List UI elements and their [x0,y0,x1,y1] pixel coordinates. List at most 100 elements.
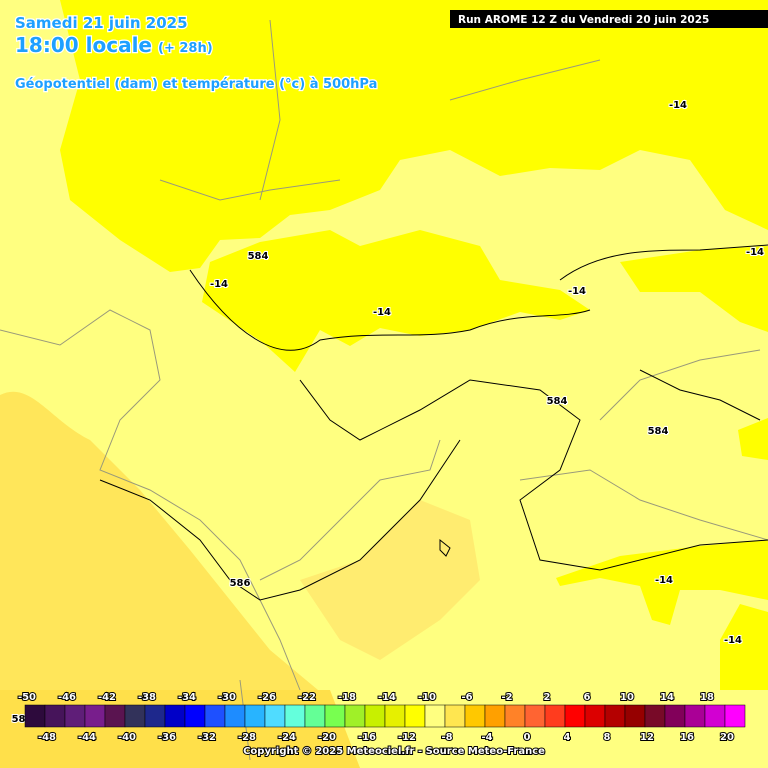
color-swatch [724,704,746,728]
legend-label: -36 [158,732,176,743]
legend-label: 14 [660,692,674,703]
contour-label: -14 [568,286,586,297]
color-swatch [644,704,666,728]
date: Samedi 21 juin 2025 [15,14,188,32]
color-swatch [44,704,66,728]
contour-label: -14 [655,575,673,586]
color-swatch [424,704,446,728]
color-swatch [204,704,226,728]
color-swatch [264,704,286,728]
color-swatch [564,704,586,728]
legend-label: -46 [58,692,76,703]
color-swatch [664,704,686,728]
legend-label: -4 [481,732,492,743]
legend-label: -20 [318,732,336,743]
contour-label: -14 [373,307,391,318]
legend-label: 10 [620,692,634,703]
legend-label: -50 [18,692,36,703]
legend-label: -14 [378,692,396,703]
color-swatch [624,704,646,728]
contour-label: 586 [230,578,251,589]
color-swatch [304,704,326,728]
legend-label: -48 [38,732,56,743]
color-swatch [444,704,466,728]
legend-label: -42 [98,692,116,703]
contour-label: 584 [648,426,669,437]
legend-label: -30 [218,692,236,703]
color-swatch [324,704,346,728]
color-swatch [464,704,486,728]
parameter: Géopotentiel (dam) et température (°c) à… [15,77,377,92]
legend-label: -34 [178,692,196,703]
legend-label: 12 [640,732,654,743]
contour-label: -14 [724,635,742,646]
cold-area [202,230,590,372]
legend-label: -12 [398,732,416,743]
cold-area [738,418,768,460]
legend-label: 6 [584,692,591,703]
legend-label: 0 [524,732,531,743]
color-swatch [544,704,566,728]
color-swatch [164,704,186,728]
color-swatch [344,704,366,728]
legend-label: -2 [501,692,512,703]
color-swatch [184,704,206,728]
legend-label: -40 [118,732,136,743]
color-swatch [524,704,546,728]
border [0,19,768,761]
color-swatch [364,704,386,728]
contour-line [99,244,768,601]
warm-area [0,391,360,768]
legend-label: -16 [358,732,376,743]
legend-label: -38 [138,692,156,703]
contour-label: -14 [210,279,228,290]
color-swatch [384,704,406,728]
contour-label: -14 [746,247,764,258]
color-swatch [104,704,126,728]
legend-label: -10 [418,692,436,703]
legend-label: -24 [278,732,296,743]
color-swatch [64,704,86,728]
cold-area [556,540,768,625]
color-swatch [284,704,306,728]
color-swatch [604,704,626,728]
lead-time: (+ 28h) [158,41,213,56]
color-swatch [584,704,606,728]
legend-label: -28 [238,732,256,743]
color-swatch [144,704,166,728]
run-label-box [450,10,768,28]
color-swatch [124,704,146,728]
legend-label: -8 [441,732,452,743]
color-swatch [704,704,726,728]
legend-label: -18 [338,692,356,703]
color-swatch [484,704,506,728]
legend-label: -32 [198,732,216,743]
warm-area [300,500,480,660]
copyright: Copyright © 2025 Meteociel.fr - Source M… [243,746,545,757]
legend-label: -22 [298,692,316,703]
legend-label: 20 [720,732,734,743]
cold-area [620,246,768,332]
cold-area [720,604,768,690]
color-swatch [224,704,246,728]
legend-label: 2 [544,692,551,703]
legend-label: 16 [680,732,694,743]
legend-label: 18 [700,692,714,703]
color-swatch [684,704,706,728]
time: 18:00 locale [15,33,152,57]
legend-label: -26 [258,692,276,703]
contour-label: 584 [547,396,568,407]
cold-area [60,0,768,272]
run-label: Run AROME 12 Z du Vendredi 20 juin 2025 [458,14,709,26]
legend-label: 8 [604,732,611,743]
color-legend: -50 -46 -42 -38 -34 -30 -26 -22 -18 -14 -10 -6 -2 2 6 1… [17,691,746,744]
color-swatch [244,704,266,728]
contour-label: -14 [669,100,687,111]
color-swatch [84,704,106,728]
legend-label: 4 [564,732,571,743]
contour-label: 584 [248,251,269,262]
color-swatch [404,704,426,728]
legend-label: -44 [78,732,96,743]
